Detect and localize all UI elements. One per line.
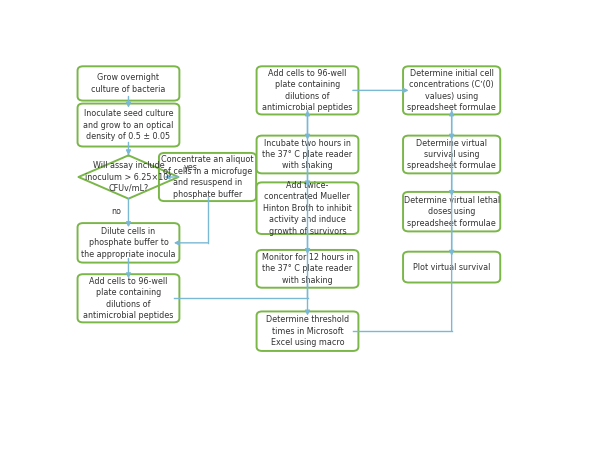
- FancyBboxPatch shape: [159, 153, 256, 201]
- FancyBboxPatch shape: [403, 135, 500, 173]
- Text: Plot virtual survival: Plot virtual survival: [413, 263, 490, 272]
- FancyBboxPatch shape: [257, 311, 358, 351]
- FancyBboxPatch shape: [403, 66, 500, 114]
- Text: yes: yes: [184, 163, 198, 172]
- FancyBboxPatch shape: [257, 66, 358, 114]
- Text: Determine threshold
times in Microsoft
Excel using macro: Determine threshold times in Microsoft E…: [266, 315, 349, 347]
- Text: Determine virtual lethal
doses using
spreadsheet formulae: Determine virtual lethal doses using spr…: [404, 196, 500, 228]
- Text: Concentrate an aliquot
of cells in a microfuge
and resuspend in
phosphate buffer: Concentrate an aliquot of cells in a mic…: [161, 155, 254, 199]
- FancyBboxPatch shape: [257, 135, 358, 173]
- FancyBboxPatch shape: [77, 104, 179, 147]
- Text: Add cells to 96-well
plate containing
dilutions of
antimicrobial peptides: Add cells to 96-well plate containing di…: [83, 277, 173, 320]
- FancyBboxPatch shape: [403, 192, 500, 231]
- FancyBboxPatch shape: [257, 250, 358, 288]
- FancyBboxPatch shape: [257, 182, 358, 234]
- Text: Add twice-
concentrated Mueller
Hinton Broth to inhibit
activity and induce
grow: Add twice- concentrated Mueller Hinton B…: [263, 181, 352, 236]
- Text: Will assay include
inoculum > 6.25×10⁷
CFUv/mL?: Will assay include inoculum > 6.25×10⁷ C…: [85, 161, 172, 193]
- FancyBboxPatch shape: [77, 66, 179, 101]
- FancyBboxPatch shape: [77, 274, 179, 322]
- Text: Grow overnight
culture of bacteria: Grow overnight culture of bacteria: [91, 73, 166, 94]
- Text: Dilute cells in
phosphate buffer to
the appropriate inocula: Dilute cells in phosphate buffer to the …: [81, 227, 176, 259]
- Polygon shape: [79, 155, 178, 198]
- FancyBboxPatch shape: [77, 223, 179, 263]
- FancyBboxPatch shape: [403, 252, 500, 283]
- Text: no: no: [112, 207, 121, 216]
- Text: Add cells to 96-well
plate containing
dilutions of
antimicrobial peptides: Add cells to 96-well plate containing di…: [262, 69, 353, 112]
- Text: Determine virtual
survival using
spreadsheet formulae: Determine virtual survival using spreads…: [407, 139, 496, 171]
- Text: Determine initial cell
concentrations (Cʼ(0)
values) using
spreadsheet formulae: Determine initial cell concentrations (C…: [407, 69, 496, 112]
- Text: Monitor for 12 hours in
the 37° C plate reader
with shaking: Monitor for 12 hours in the 37° C plate …: [262, 253, 353, 285]
- Text: Inoculate seed culture
and grow to an optical
density of 0.5 ± 0.05: Inoculate seed culture and grow to an op…: [83, 109, 173, 141]
- Text: Incubate two hours in
the 37° C plate reader
with shaking: Incubate two hours in the 37° C plate re…: [262, 139, 353, 171]
